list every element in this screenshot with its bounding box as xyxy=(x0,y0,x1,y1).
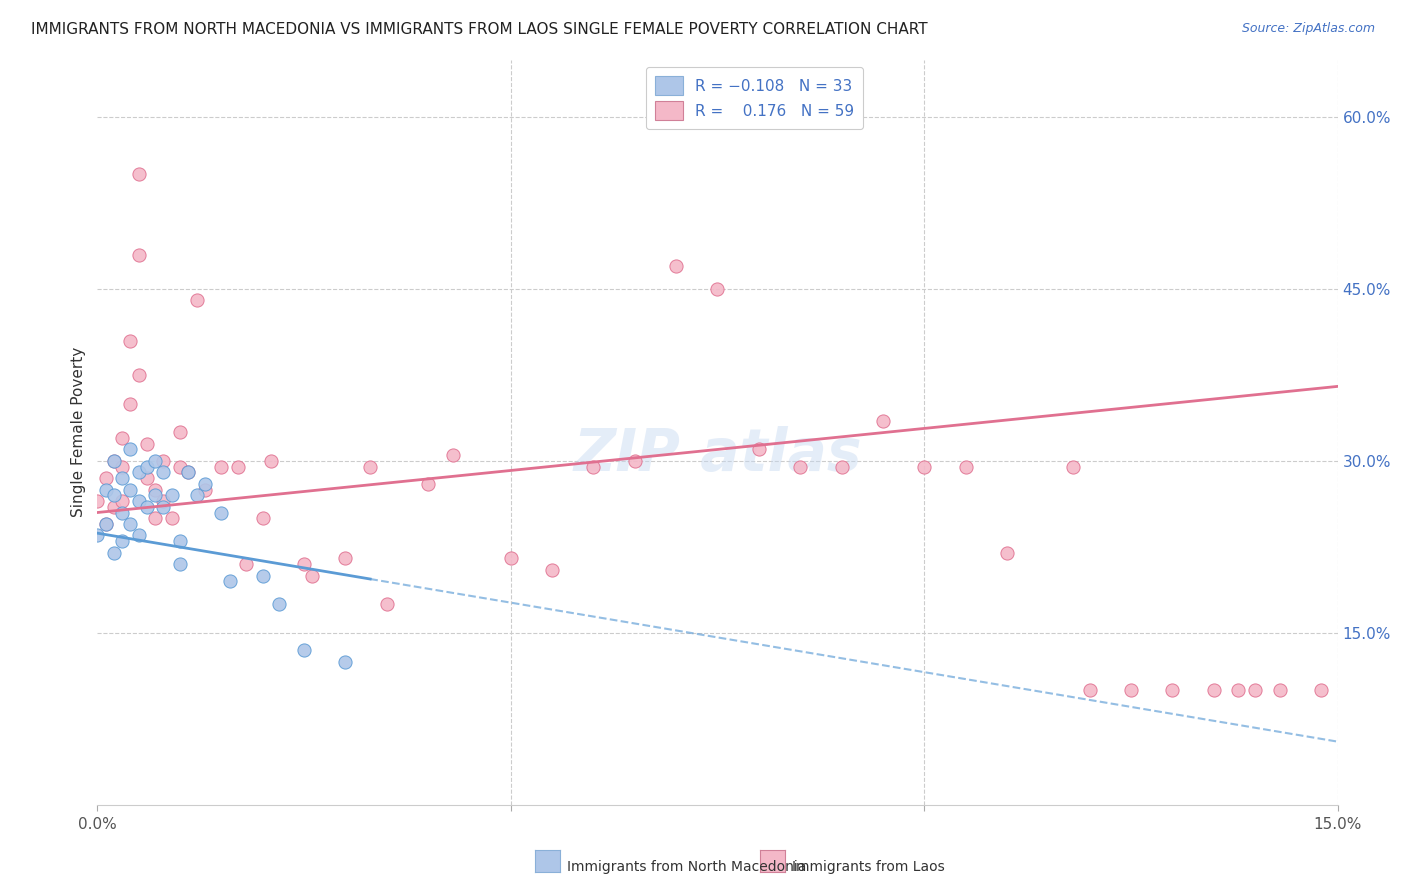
Point xyxy=(292,557,315,571)
Point xyxy=(128,368,150,382)
Point xyxy=(218,574,240,589)
Point xyxy=(209,459,232,474)
Point xyxy=(111,431,134,445)
Point xyxy=(160,511,183,525)
Point xyxy=(128,466,150,480)
Point xyxy=(269,597,291,611)
Point xyxy=(260,454,283,468)
Point xyxy=(235,557,257,571)
Point xyxy=(1078,683,1101,698)
Point xyxy=(186,293,208,308)
Point xyxy=(335,551,357,566)
Point xyxy=(541,563,564,577)
Point xyxy=(582,459,605,474)
Y-axis label: Single Female Poverty: Single Female Poverty xyxy=(72,347,86,517)
Point xyxy=(301,568,323,582)
Point xyxy=(1244,683,1267,698)
Point xyxy=(152,494,174,508)
Point xyxy=(94,516,117,531)
Point xyxy=(120,442,142,457)
Point xyxy=(748,442,770,457)
Point xyxy=(186,488,208,502)
Point xyxy=(152,500,174,514)
Point xyxy=(169,425,191,440)
Text: Source: ZipAtlas.com: Source: ZipAtlas.com xyxy=(1241,22,1375,36)
Point xyxy=(120,396,142,410)
Point xyxy=(499,551,522,566)
Point xyxy=(152,454,174,468)
Point xyxy=(128,247,150,261)
Point xyxy=(94,471,117,485)
Point xyxy=(872,414,894,428)
Point xyxy=(120,334,142,348)
Point xyxy=(143,511,166,525)
Point xyxy=(152,466,174,480)
Point xyxy=(226,459,249,474)
Point xyxy=(111,459,134,474)
Point xyxy=(789,459,811,474)
Point xyxy=(94,483,117,497)
Point xyxy=(706,282,728,296)
Point xyxy=(111,494,134,508)
Point xyxy=(177,466,200,480)
Point xyxy=(136,436,159,450)
Point xyxy=(359,459,381,474)
Point xyxy=(1227,683,1250,698)
Point xyxy=(665,259,688,273)
Legend: R = −0.108   N = 33, R =    0.176   N = 59: R = −0.108 N = 33, R = 0.176 N = 59 xyxy=(647,67,863,129)
Point xyxy=(103,454,125,468)
Point xyxy=(160,488,183,502)
Point xyxy=(1202,683,1225,698)
Point xyxy=(169,534,191,549)
Point xyxy=(128,528,150,542)
Point xyxy=(143,454,166,468)
Point xyxy=(194,483,217,497)
Point xyxy=(128,167,150,181)
Point xyxy=(441,448,464,462)
Text: Immigrants from North Macedonia: Immigrants from North Macedonia xyxy=(567,860,807,874)
Point xyxy=(136,500,159,514)
Point xyxy=(103,488,125,502)
Point xyxy=(86,494,108,508)
Text: IMMIGRANTS FROM NORTH MACEDONIA VS IMMIGRANTS FROM LAOS SINGLE FEMALE POVERTY CO: IMMIGRANTS FROM NORTH MACEDONIA VS IMMIG… xyxy=(31,22,928,37)
Point xyxy=(111,506,134,520)
Text: Immigrants from Laos: Immigrants from Laos xyxy=(792,860,945,874)
Point xyxy=(103,546,125,560)
Point xyxy=(143,483,166,497)
Point xyxy=(292,643,315,657)
Point xyxy=(912,459,935,474)
Point xyxy=(1310,683,1333,698)
Point xyxy=(1062,459,1084,474)
Point xyxy=(955,459,977,474)
Point xyxy=(143,488,166,502)
Point xyxy=(252,511,274,525)
Point xyxy=(120,483,142,497)
Point xyxy=(209,506,232,520)
Point xyxy=(103,454,125,468)
Point xyxy=(103,500,125,514)
Point xyxy=(416,476,439,491)
Point xyxy=(128,494,150,508)
Point xyxy=(831,459,853,474)
Point xyxy=(1161,683,1184,698)
Point xyxy=(169,459,191,474)
Point xyxy=(177,466,200,480)
Point xyxy=(86,528,108,542)
Point xyxy=(375,597,398,611)
Point xyxy=(111,471,134,485)
Point xyxy=(995,546,1018,560)
Point xyxy=(94,516,117,531)
Point xyxy=(169,557,191,571)
Point xyxy=(252,568,274,582)
Point xyxy=(194,476,217,491)
Point xyxy=(136,459,159,474)
Point xyxy=(335,655,357,669)
Text: ZIP atlas: ZIP atlas xyxy=(574,426,862,483)
Point xyxy=(1268,683,1291,698)
Point xyxy=(1119,683,1142,698)
Point xyxy=(136,471,159,485)
Point xyxy=(111,534,134,549)
Point xyxy=(120,516,142,531)
Point xyxy=(624,454,647,468)
